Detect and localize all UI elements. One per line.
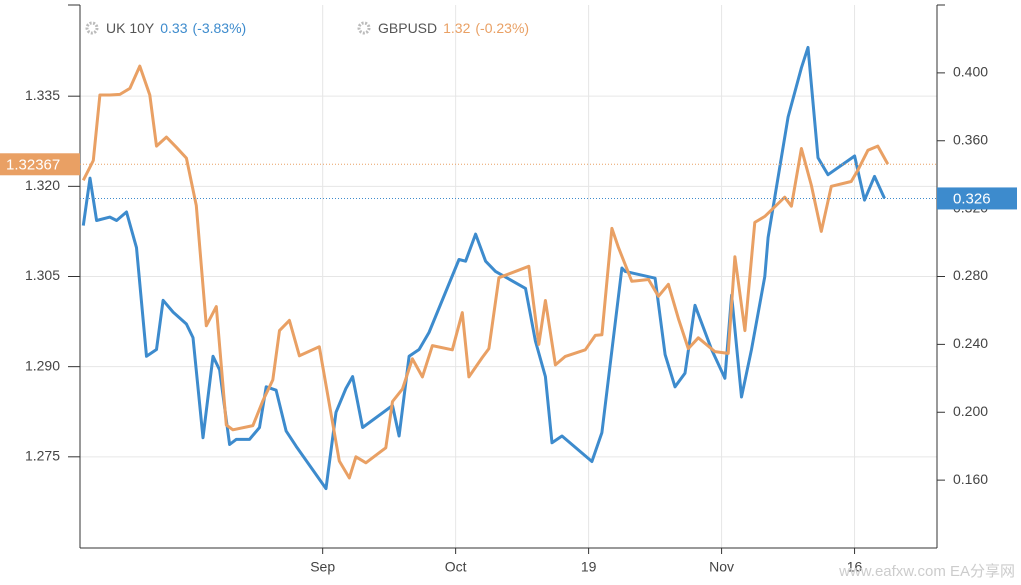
legend-name: GBPUSD	[378, 20, 437, 36]
series-line	[81, 45, 886, 491]
y2-tick-label: 0.280	[953, 267, 988, 283]
y-tick-label: 1.275	[25, 448, 60, 464]
series-line	[81, 64, 890, 480]
legend-quote: 0.33	[160, 20, 187, 36]
legend-item: UK 10Y 0.33 (-3.83%)	[85, 20, 246, 36]
legend-item: GBPUSD 1.32 (-0.23%)	[357, 20, 529, 36]
y2-tick-label: 0.160	[953, 471, 988, 487]
gear-icon	[85, 21, 99, 35]
legend-change: (-3.83%)	[193, 20, 247, 36]
x-tick-label: 16	[847, 559, 863, 575]
y2-tick-label: 0.200	[953, 403, 988, 419]
x-tick-label: Nov	[709, 559, 734, 575]
legend-text: GBPUSD 1.32 (-0.23%)	[378, 20, 529, 36]
y-tick-label: 1.290	[25, 357, 60, 373]
legend-quote: 1.32	[443, 20, 470, 36]
current-flag	[937, 187, 1017, 210]
legend-change: (-0.23%)	[475, 20, 529, 36]
y2-tick-label: 0.360	[953, 131, 988, 147]
legend-name: UK 10Y	[106, 20, 155, 36]
x-tick-label: Oct	[445, 559, 467, 575]
watermark: www.eafxw.com EA分享网	[838, 563, 1015, 580]
y-tick-label: 1.335	[25, 87, 60, 103]
y-tick-label: 1.305	[25, 267, 60, 283]
x-tick-label: Sep	[310, 559, 335, 575]
legend-text: UK 10Y 0.33 (-3.83%)	[106, 20, 246, 36]
x-tick-label: 19	[581, 559, 597, 575]
gear-icon	[357, 21, 371, 35]
y2-tick-label: 0.400	[953, 64, 988, 80]
current-label: 0.326	[953, 190, 991, 207]
current-label: 1.32367	[6, 156, 60, 173]
current-flag	[0, 153, 80, 176]
y-tick-label: 1.320	[25, 177, 60, 193]
y2-tick-label: 0.240	[953, 335, 988, 351]
